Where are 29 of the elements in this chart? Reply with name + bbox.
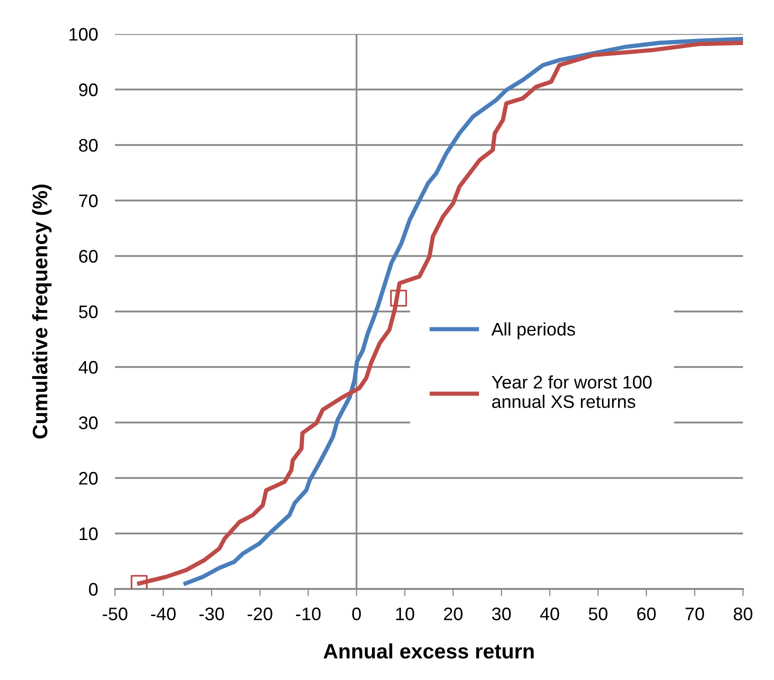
x-tick-label: -20: [248, 608, 272, 620]
x-tick-label: 0: [352, 608, 361, 620]
y-tick-label: 80: [79, 138, 98, 152]
legend-label: All periods: [491, 322, 576, 340]
y-tick-label: 0: [89, 582, 98, 596]
y-tick-label: 100: [70, 28, 98, 41]
x-tick-label: 60: [637, 608, 656, 620]
x-axis-title: Annual excess return: [324, 643, 534, 659]
y-tick-label: 50: [78, 305, 98, 318]
y-tick-label: 60: [79, 250, 98, 263]
legend-label: Year 2 for worst 100 annual XS returns: [492, 375, 652, 408]
x-tick-label: -10: [296, 608, 321, 620]
x-tick-label: 70: [686, 608, 704, 620]
y-tick-label: 40: [78, 360, 98, 374]
x-tick-label: 10: [396, 608, 414, 620]
x-tick-label: -30: [199, 608, 224, 620]
y-tick-label: 10: [80, 527, 98, 540]
y-tick-label: 70: [79, 194, 98, 208]
y-tick-label: 90: [79, 83, 98, 96]
x-tick-label: 80: [734, 608, 752, 620]
x-tick-label: -40: [151, 608, 176, 620]
y-tick-label: 20: [79, 472, 98, 485]
x-tick-label: 30: [492, 608, 511, 620]
y-tick-label: 30: [78, 416, 98, 430]
y-axis-title: Cumulative frequency (%): [32, 184, 52, 439]
x-tick-label: 20: [444, 608, 462, 620]
x-tick-label: 50: [588, 608, 608, 620]
x-tick-label: 40: [540, 608, 560, 620]
x-tick-label: -50: [102, 608, 128, 620]
